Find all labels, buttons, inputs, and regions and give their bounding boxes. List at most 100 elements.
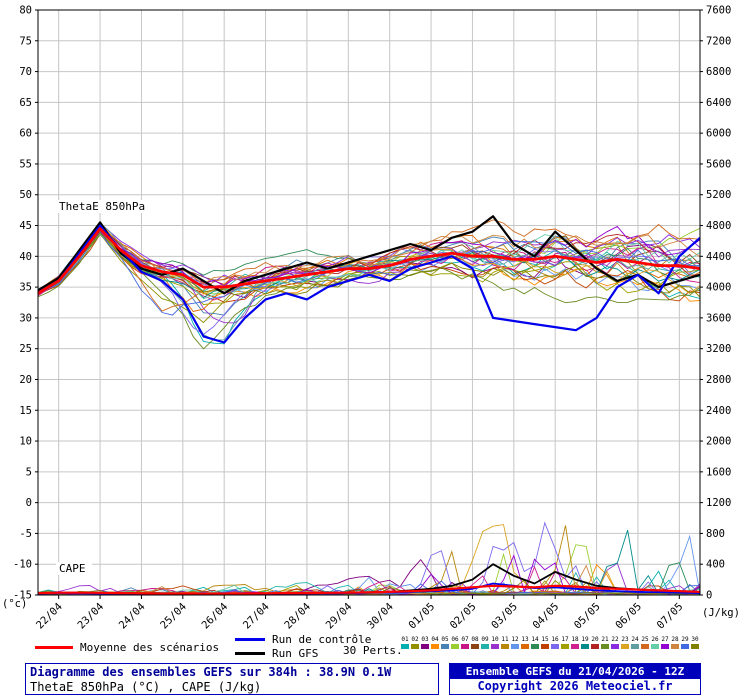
- pert-number: 07: [461, 636, 469, 643]
- right-tick-label: 5600: [706, 158, 731, 170]
- pert-29: 29: [680, 636, 690, 649]
- pert-color-swatch: [481, 644, 489, 649]
- pert-16: 16: [550, 636, 560, 649]
- pert-number: 15: [541, 636, 549, 643]
- pert-color-swatch: [671, 644, 679, 649]
- pert-color-swatch: [681, 644, 689, 649]
- pert-number: 02: [411, 636, 419, 643]
- pert-21: 21: [600, 636, 610, 649]
- x-tick-label: 23/04: [75, 601, 106, 632]
- pert-color-swatch: [641, 644, 649, 649]
- pert-color-swatch: [441, 644, 449, 649]
- member-thetae-line: [37, 221, 701, 291]
- pert-color-swatch: [591, 644, 599, 649]
- x-tick-label: 27/04: [241, 601, 272, 632]
- pert-number: 12: [511, 636, 519, 643]
- right-tick-label: 1600: [706, 466, 731, 478]
- x-tick-label: 24/04: [117, 601, 148, 632]
- pert-color-swatch: [621, 644, 629, 649]
- pert-number: 30: [691, 636, 699, 643]
- pert-color-swatch: [461, 644, 469, 649]
- pert-number: 11: [501, 636, 509, 643]
- member-thetae-line: [37, 219, 701, 312]
- left-tick-label: 75: [19, 35, 32, 47]
- x-tick-label: 01/05: [406, 601, 437, 632]
- pert-color-swatch: [421, 644, 429, 649]
- left-tick-label: 20: [19, 374, 32, 386]
- pert-number: 25: [641, 636, 649, 643]
- pert-18: 18: [570, 636, 580, 649]
- left-tick-label: 15: [19, 405, 32, 417]
- pert-28: 28: [670, 636, 680, 649]
- pert-number: 05: [441, 636, 449, 643]
- right-tick-label: 4800: [706, 220, 731, 232]
- x-tick-label: 04/05: [530, 601, 561, 632]
- left-tick-label: 30: [19, 312, 32, 324]
- x-tick-label: 06/05: [613, 601, 644, 632]
- pert-20: 20: [590, 636, 600, 649]
- x-tick-label: 26/04: [199, 601, 230, 632]
- pert-color-swatch: [401, 644, 409, 649]
- pert-02: 02: [410, 636, 420, 649]
- diagram-subtitle: ThetaE 850hPa (°C) , CAPE (J/kg): [30, 680, 262, 694]
- right-tick-label: 6400: [706, 97, 731, 109]
- pert-19: 19: [580, 636, 590, 649]
- run-info: Ensemble GEFS du 21/04/2026 - 12Z: [450, 664, 700, 679]
- right-tick-label: 7600: [706, 5, 731, 17]
- pert-number: 14: [531, 636, 539, 643]
- right-tick-label: 800: [706, 528, 725, 540]
- pert-color-swatch: [521, 644, 529, 649]
- pert-number: 06: [451, 636, 459, 643]
- left-tick-label: 25: [19, 343, 32, 355]
- mean-cape-line: [37, 584, 701, 595]
- pert-09: 09: [480, 636, 490, 649]
- x-tick-label: 22/04: [34, 601, 65, 632]
- pert-04: 04: [430, 636, 440, 649]
- pert-12: 12: [510, 636, 520, 649]
- pert-10: 10: [490, 636, 500, 649]
- pert-number: 23: [621, 636, 629, 643]
- pert-color-swatch: [691, 644, 699, 649]
- left-tick-label: -15: [13, 590, 32, 602]
- copyright: Copyright 2026 Meteociel.fr: [477, 679, 673, 693]
- member-thetae-line: [37, 227, 701, 295]
- pert-color-swatch: [531, 644, 539, 649]
- x-tick-label: 03/05: [489, 601, 520, 632]
- member-thetae-line: [37, 224, 701, 316]
- right-tick-label: 2800: [706, 374, 731, 386]
- pert-13: 13: [520, 636, 530, 649]
- member-thetae-line: [37, 232, 701, 324]
- left-tick-label: 55: [19, 158, 32, 170]
- x-tick-label: 05/05: [572, 601, 603, 632]
- ensemble-mean-line: [37, 227, 701, 295]
- left-tick-label: 70: [19, 66, 32, 78]
- pert-27: 27: [660, 636, 670, 649]
- right-tick-label: 4000: [706, 282, 731, 294]
- pert-number: 03: [421, 636, 429, 643]
- pert-color-swatch: [581, 644, 589, 649]
- legend-gfs: Run GFS: [235, 647, 318, 660]
- pert-color-swatch: [511, 644, 519, 649]
- pert-number: 17: [561, 636, 569, 643]
- right-tick-label: 7200: [706, 35, 731, 47]
- grid-lines: [38, 9, 700, 596]
- right-tick-label: 0: [706, 590, 712, 602]
- right-tick-label: 1200: [706, 497, 731, 509]
- pert-07: 07: [460, 636, 470, 649]
- member-thetae-line: [37, 233, 701, 350]
- member-cape-line: [37, 524, 701, 595]
- pert-17: 17: [560, 636, 570, 649]
- pert-number: 10: [491, 636, 499, 643]
- pert-23: 23: [620, 636, 630, 649]
- pert-color-swatch: [651, 644, 659, 649]
- x-tick-label: 28/04: [282, 601, 313, 632]
- pert-color-swatch: [411, 644, 419, 649]
- right-tick-label: 4400: [706, 251, 731, 263]
- pert-number: 24: [631, 636, 639, 643]
- chart-annotations: ThetaE 850hPa CAPE: [56, 200, 148, 575]
- plot-border: [37, 9, 701, 596]
- pert-number: 21: [601, 636, 609, 643]
- pert-15: 15: [540, 636, 550, 649]
- pert-color-swatch: [431, 644, 439, 649]
- pert-01: 01: [400, 636, 410, 649]
